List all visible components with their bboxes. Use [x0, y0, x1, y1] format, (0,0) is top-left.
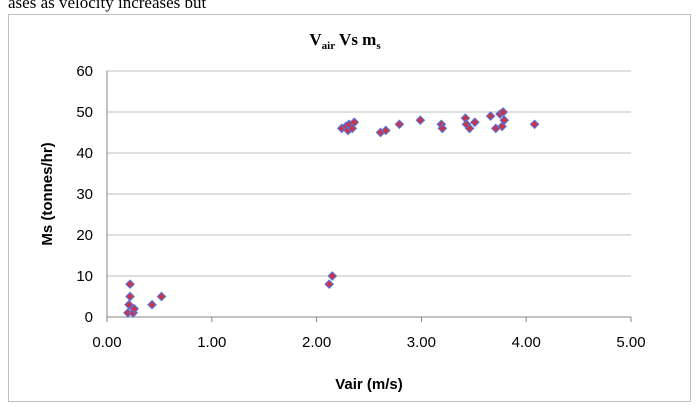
x-tick-label: 0.00 [92, 334, 121, 351]
data-point-25 [469, 117, 480, 128]
data-point-26 [485, 111, 496, 121]
title-subscript-air: air [322, 40, 336, 52]
y-tick-label: 10 [76, 268, 93, 285]
data-point-30 [498, 107, 508, 117]
document-text-fragment: ases as velocity increases but [8, 0, 207, 12]
data-point-1 [124, 299, 134, 310]
y-tick-labels: 0 10 20 30 40 50 60 [76, 63, 93, 326]
data-point-7 [156, 291, 167, 302]
x-tick-label: 1.00 [197, 334, 226, 351]
data-point-3 [125, 291, 135, 302]
y-axis-label: Ms (tonnes/hr) [39, 142, 56, 245]
data-point-18 [394, 119, 405, 130]
data-point-24 [464, 123, 475, 134]
data-points [123, 107, 540, 318]
data-point-6 [147, 299, 157, 310]
x-tick-label: 4.00 [512, 334, 541, 351]
title-connector: Vs m [335, 30, 376, 49]
chart-frame [8, 14, 691, 402]
data-point-5 [129, 303, 140, 314]
data-point-17 [380, 125, 391, 136]
title-subscript-s: s [376, 40, 381, 52]
data-point-21 [437, 123, 448, 134]
data-point-9 [327, 271, 338, 281]
x-tick-labels: 0.00 1.00 2.00 3.00 4.00 5.00 [92, 334, 645, 351]
y-tick-label: 40 [76, 145, 93, 162]
y-tick-label: 20 [76, 227, 93, 244]
data-point-2 [125, 279, 135, 290]
x-tick-label: 5.00 [616, 334, 645, 351]
y-tick-label: 50 [76, 104, 93, 121]
title-main: V [309, 30, 322, 49]
data-point-32 [529, 119, 540, 130]
y-tick-label: 60 [76, 63, 93, 80]
x-axis-label: Vair (m/s) [335, 376, 403, 393]
x-tick-label: 2.00 [302, 334, 331, 351]
gridlines [107, 70, 631, 277]
data-point-15 [349, 117, 360, 128]
axes [106, 71, 632, 322]
chart-title: Vair Vs ms [309, 30, 381, 52]
data-point-31 [499, 115, 510, 126]
y-tick-label: 30 [76, 186, 93, 203]
x-tick-label: 3.00 [407, 334, 436, 351]
data-point-19 [415, 115, 426, 126]
data-point-8 [324, 279, 335, 290]
y-tick-label: 0 [85, 309, 93, 326]
